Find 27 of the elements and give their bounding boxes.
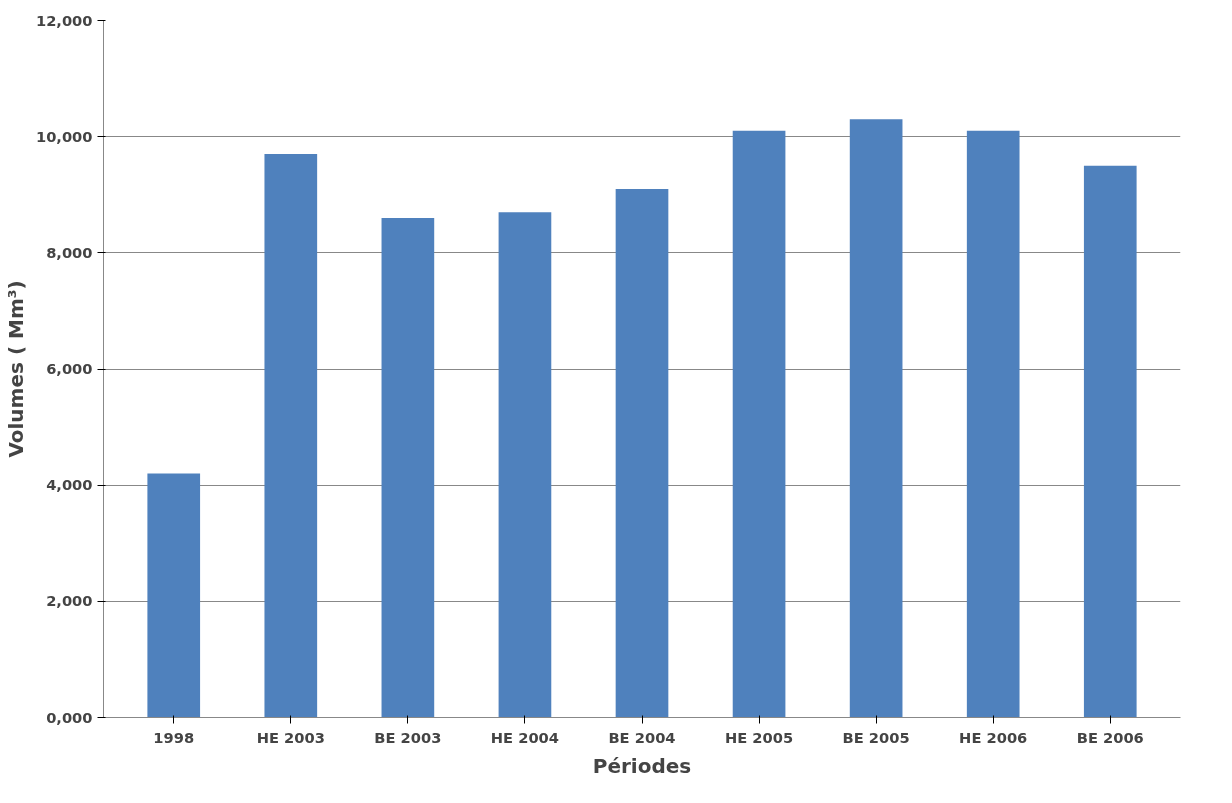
x-tick-label: HE 2004: [490, 728, 560, 746]
x-tick-label: HE 2006: [959, 728, 1028, 746]
y-tick-label: 6,000: [46, 360, 93, 377]
bar: [849, 119, 903, 718]
y-tick-label: 10,000: [35, 127, 93, 145]
bar: [381, 217, 435, 718]
x-tick-label: HE 2003: [256, 728, 325, 746]
x-tick-label: HE 2005: [724, 728, 794, 746]
y-tick-label: 12,000: [35, 11, 93, 29]
y-tick-label: 0,000: [46, 708, 93, 726]
bar: [615, 188, 669, 718]
x-tick-label: 1998: [153, 728, 195, 746]
x-tick-label: BE 2005: [842, 728, 910, 746]
y-tick-label: 2,000: [46, 592, 93, 610]
x-tick-label: BE 2006: [1076, 728, 1144, 746]
x-tick-label: BE 2004: [608, 728, 676, 746]
bar: [1083, 165, 1137, 718]
bar: [147, 473, 201, 718]
bar: [264, 154, 318, 718]
bar: [966, 130, 1020, 718]
bar: [732, 130, 786, 718]
y-tick-label: 8,000: [46, 243, 93, 261]
x-tick-label: BE 2003: [374, 728, 442, 746]
bar: [498, 212, 552, 718]
y-axis-title: Volumes ( Mm³): [3, 280, 28, 458]
x-axis-title: Périodes: [592, 753, 692, 778]
y-tick-label: 4,000: [46, 476, 93, 494]
